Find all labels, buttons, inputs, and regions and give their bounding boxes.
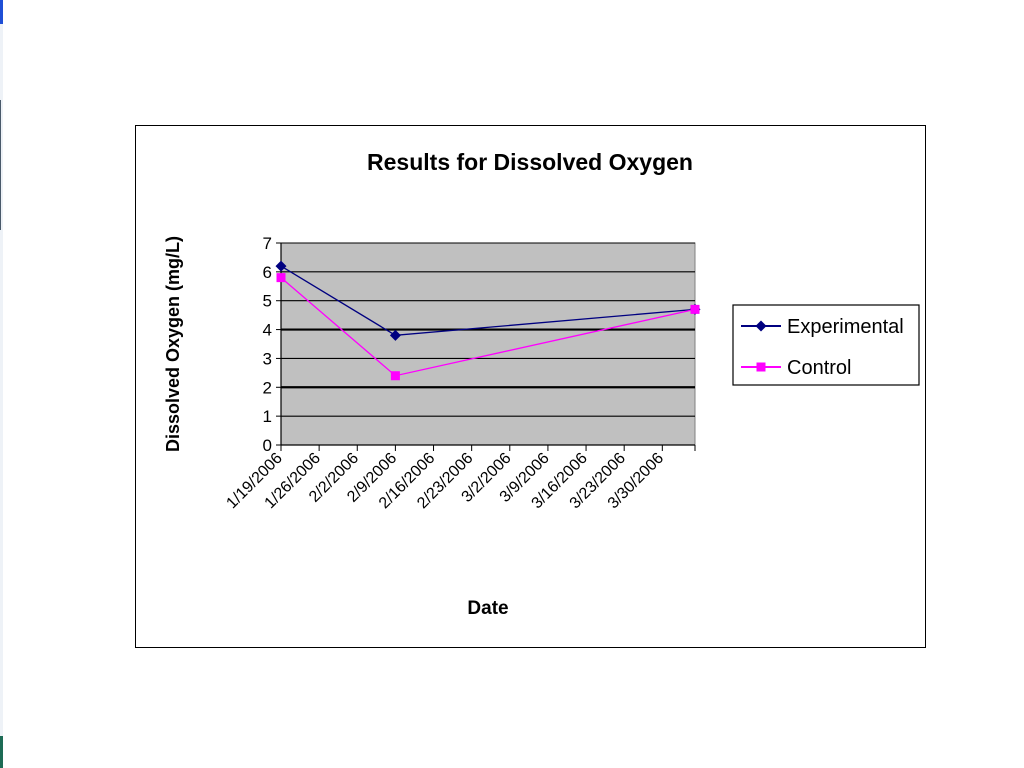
legend bbox=[732, 304, 920, 386]
y-tick-label: 0 bbox=[263, 436, 272, 455]
dissolved-oxygen-chart: Results for Dissolved Oxygen Dissolved O… bbox=[163, 149, 920, 619]
window-edge-accent-bottom bbox=[0, 736, 3, 768]
control-legend-label: Control bbox=[787, 357, 851, 379]
experimental-point bbox=[275, 260, 287, 272]
y-axis-label: Dissolved Oxygen (mg/L) bbox=[163, 236, 183, 452]
control-point bbox=[390, 371, 400, 381]
y-tick-label: 1 bbox=[263, 407, 272, 426]
window-edge-accent bbox=[0, 0, 3, 24]
y-tick-label: 2 bbox=[263, 378, 272, 397]
window-edge bbox=[0, 24, 3, 736]
window-edge-divider bbox=[0, 100, 1, 230]
x-axis-label: Date bbox=[467, 598, 508, 619]
y-tick-label: 7 bbox=[263, 234, 272, 253]
control-point bbox=[276, 273, 286, 283]
chart-area: Results for Dissolved Oxygen Dissolved O… bbox=[135, 125, 926, 648]
plot-area bbox=[280, 242, 696, 446]
chart-title: Results for Dissolved Oxygen bbox=[367, 149, 693, 175]
y-tick-label: 5 bbox=[263, 292, 272, 311]
control-point bbox=[690, 304, 700, 314]
control-legend-marker bbox=[756, 362, 766, 372]
experimental-point bbox=[389, 329, 401, 341]
experimental-legend-label: Experimental bbox=[787, 316, 904, 338]
experimental-legend-marker bbox=[755, 320, 767, 332]
y-tick-label: 3 bbox=[263, 349, 272, 368]
y-tick-label: 4 bbox=[263, 321, 272, 340]
y-tick-label: 6 bbox=[263, 263, 272, 282]
